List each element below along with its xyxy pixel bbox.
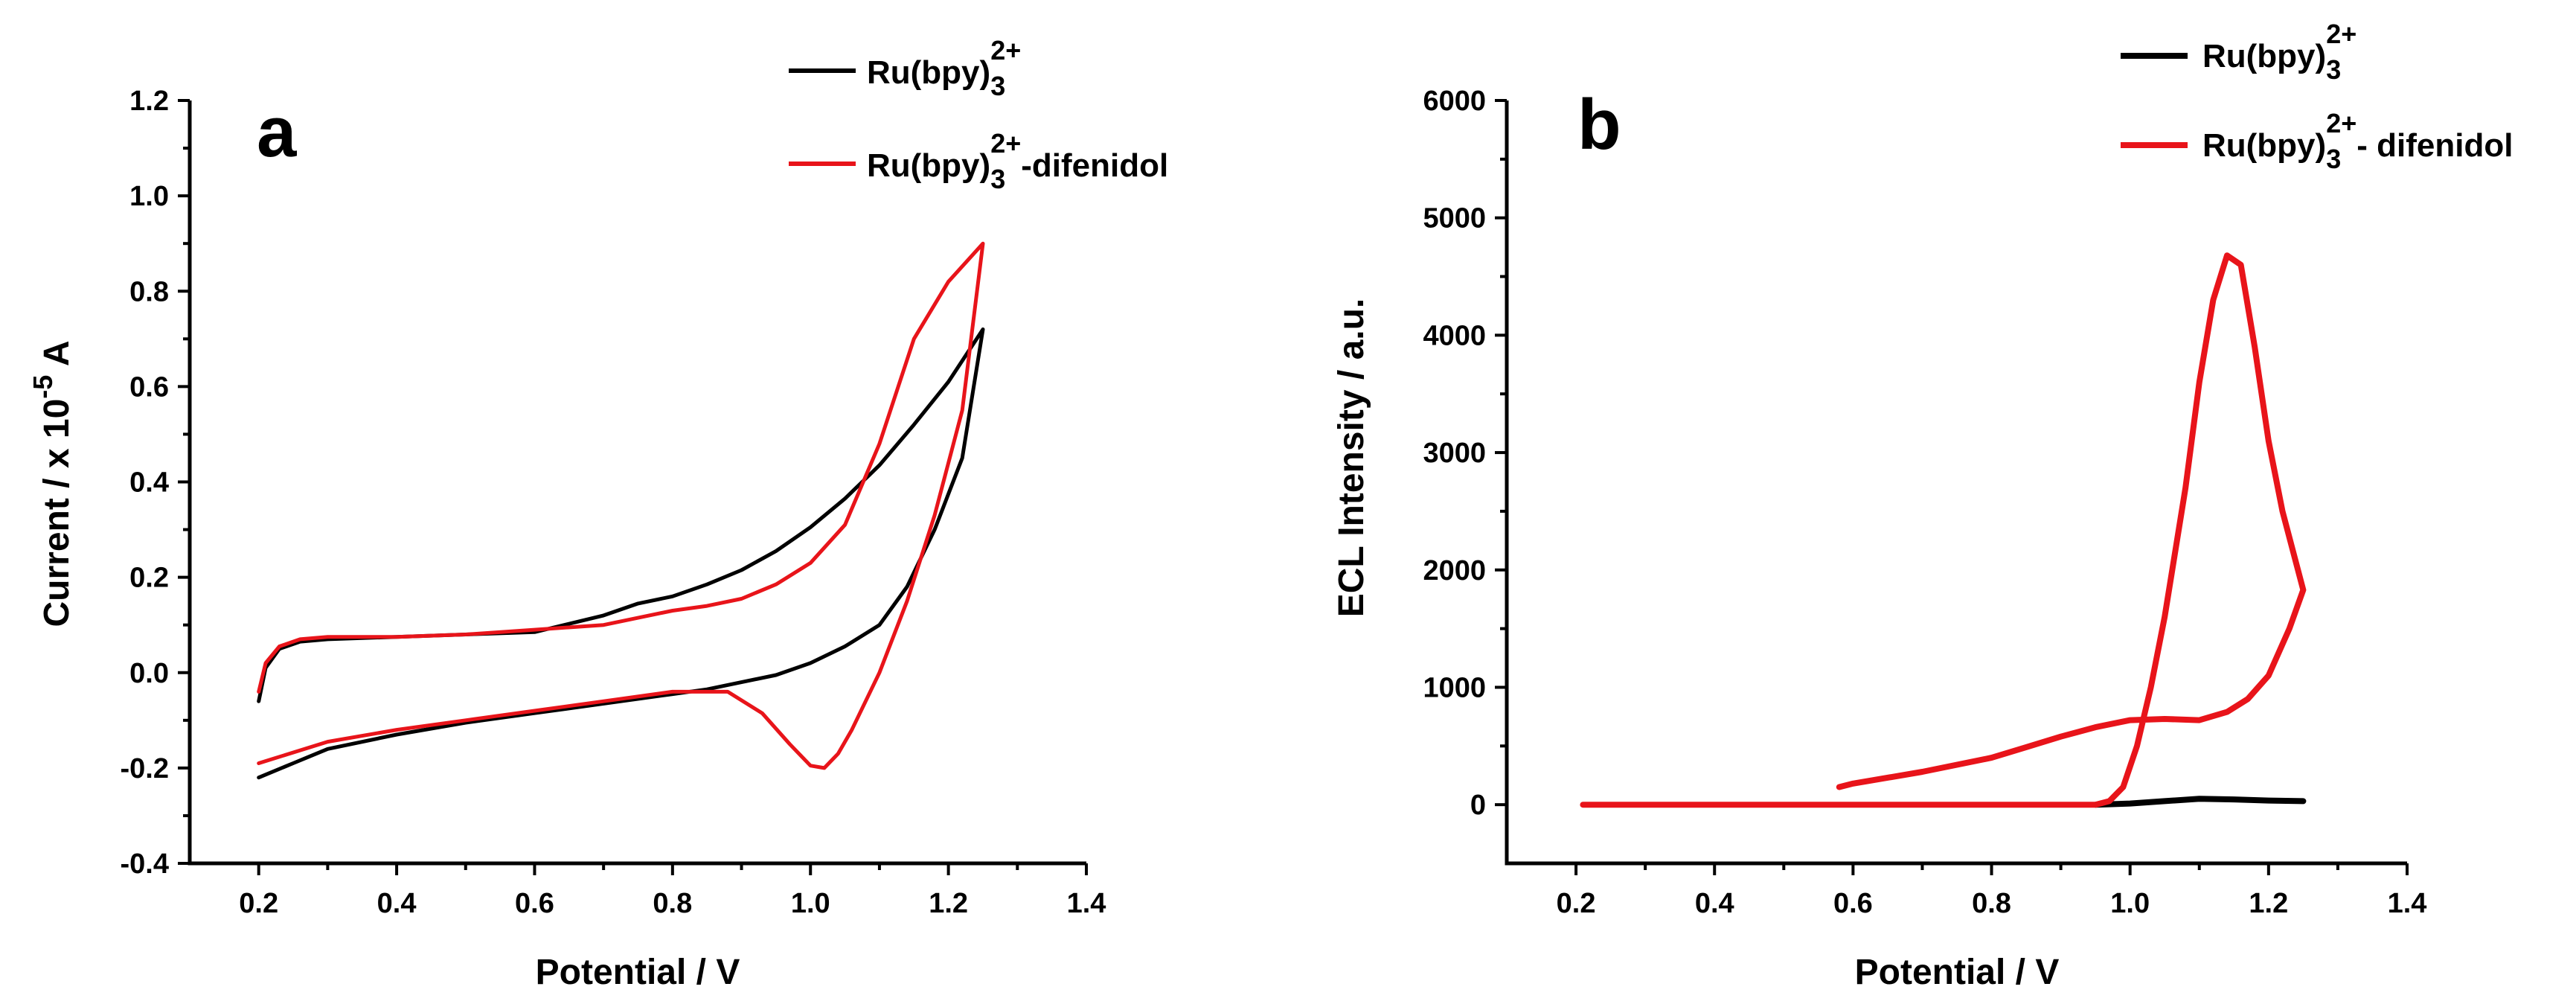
panel-a-x-axis-title: Potential / V	[536, 953, 740, 992]
panel-b-y-axis-title: ECL Intensity / a.u.	[1332, 298, 1371, 618]
panel-b-letter: b	[1577, 85, 1621, 164]
panel-a-y-tick-label: 0.2	[129, 563, 169, 594]
panel-b-legend-label-2: Ru(bpy)32+- difenidol	[2202, 108, 2513, 174]
panel-a-y-tick-label: 1.2	[129, 86, 169, 117]
panel-b-y-tick-label: 4000	[1423, 320, 1486, 351]
panel-a-y-tick-label: 1.0	[129, 181, 169, 212]
panel-b-y-tick-label: 0	[1470, 790, 1486, 821]
panel-b-series-line-2	[1580, 252, 2307, 808]
panel-a: 0.2 0.4 0.6 0.8 1.0 1.2 1.4 -0.4-0.20.00.20.40…	[28, 35, 1168, 992]
panel-b-x-tick-label: 0.2	[1557, 888, 1596, 919]
panel-a-y-tick-label: 0.0	[129, 658, 169, 689]
panel-a-x-tick-label: 1.4	[1067, 888, 1106, 919]
panel-a-ylabel-prefix: Current / x 10	[37, 399, 77, 627]
panel-a-y-tick-label: 0.6	[129, 371, 169, 403]
panel-a-y-tick-label: -0.4	[121, 848, 169, 880]
panel-b-axes	[1505, 100, 2407, 866]
panel-a-x-tick-label: 1.2	[929, 888, 968, 919]
panel-a-x-tick-label: 0.6	[515, 888, 554, 919]
panel-b-x-tick-label: 1.2	[2249, 888, 2288, 919]
panel-a-legend-label-1: Ru(bpy)32+	[867, 35, 1021, 101]
panel-b-x-tick-label: 0.6	[1833, 888, 1873, 919]
panel-a-ylabel-suffix: A	[37, 340, 77, 374]
panel-b-x-ticks: 0.2 0.4 0.6 0.8 1.0 1.2 1.4	[1557, 863, 2427, 919]
panel-b-y-tick-label: 6000	[1423, 86, 1486, 117]
panel-b-legend: Ru(bpy)32+ Ru(bpy)32+- difenidol	[2121, 19, 2513, 174]
panel-a-letter: a	[257, 92, 297, 172]
panel-b-x-tick-label: 0.4	[1695, 888, 1734, 919]
panel-a-x-tick-label: 1.0	[791, 888, 830, 919]
panel-a-legend-label-2: Ru(bpy)32+-difenidol	[867, 128, 1168, 194]
panel-a-x-tick-label: 0.8	[653, 888, 692, 919]
panel-a-x-ticks: 0.2 0.4 0.6 0.8 1.0 1.2 1.4	[239, 863, 1106, 919]
panel-a-ylabel-exponent: -5	[28, 375, 58, 399]
panel-b-series	[1580, 252, 2307, 808]
panel-a-y-tick-label: 0.8	[129, 276, 169, 307]
panel-a-legend: Ru(bpy)32+ Ru(bpy)32+-difenidol	[789, 35, 1168, 194]
panel-b: 0.2 0.4 0.6 0.8 1.0 1.2 1.4 0 1000 2000 3000 4000 5…	[1332, 19, 2513, 992]
panel-b-x-tick-label: 1.4	[2388, 888, 2427, 919]
panel-b-y-tick-label: 2000	[1423, 555, 1486, 586]
panel-b-legend-label-1: Ru(bpy)32+	[2202, 19, 2356, 85]
panel-b-series-line-1	[2092, 796, 2307, 808]
panel-b-x-tick-label: 0.8	[1972, 888, 2011, 919]
panel-b-y-tick-label: 1000	[1423, 672, 1486, 703]
panel-a-y-axis-title: Current / x 10-5 A	[28, 340, 77, 627]
panel-a-series-line-2	[257, 241, 985, 770]
panel-b-y-tick-label: 3000	[1423, 438, 1486, 469]
panel-a-y-ticks: -0.4 -0.2 0.0 0.2 0.4 0.6 0.8 1.0 1.2	[121, 86, 190, 880]
panel-a-series	[257, 241, 985, 780]
panel-a-y-tick-label: -0.2	[121, 753, 169, 784]
panel-b-y-ticks: 0 1000 2000 3000 4000 5000 6000	[1423, 86, 1507, 821]
panel-a-x-tick-label: 0.4	[377, 888, 417, 919]
panel-b-x-axis-title: Potential / V	[1855, 953, 2060, 992]
panel-a-y-tick-label: 0.4	[129, 467, 169, 499]
panel-b-x-tick-label: 1.0	[2110, 888, 2150, 919]
panel-a-series-line-1	[257, 327, 985, 780]
panel-b-y-tick-label: 5000	[1423, 203, 1486, 234]
panel-a-x-tick-label: 0.2	[239, 888, 278, 919]
